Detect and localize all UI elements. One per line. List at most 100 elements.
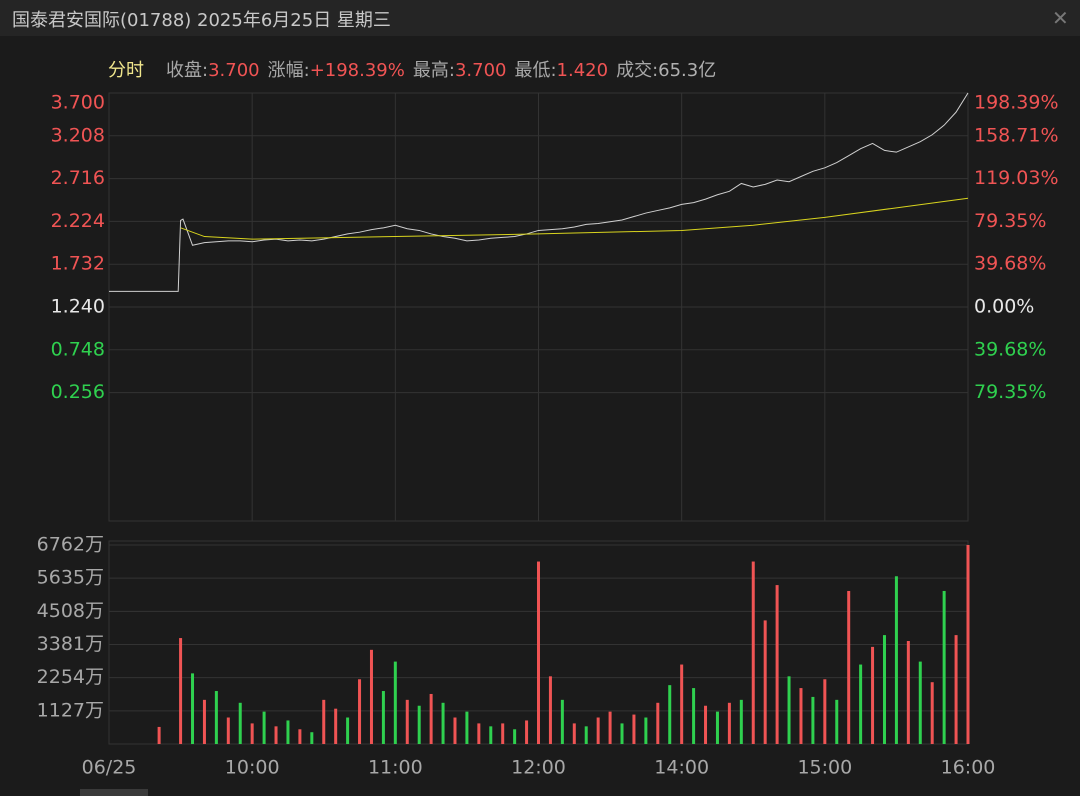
volume-bar [727,702,731,744]
volume-bar [906,640,910,744]
y-tick-label: 0.748 [51,338,105,360]
stat-label: 最低: [514,60,557,81]
volume-bar [417,705,421,744]
stat: 成交:65.3亿 [616,56,716,82]
volume-bar [477,723,481,744]
volume-bar [226,717,230,744]
stat: 最高:3.700 [413,56,507,82]
volume-bar [346,717,350,744]
volume-bar [298,729,302,744]
x-tick-label: 10:00 [225,757,280,779]
x-tick-label: 06/25 [82,757,137,779]
y-tick-label: 3.700 [51,92,105,114]
title-bar: 国泰君安国际(01788) 2025年6月25日 星期三 ✕ [0,0,1080,36]
price-line [109,92,969,292]
volume-bar [381,691,385,744]
x-tick-label: 12:00 [511,757,566,779]
x-tick-label: 16:00 [941,757,996,779]
volume-bar [668,685,672,744]
y2-tick-label: 119.03% [974,167,1059,189]
volume-bar [513,729,517,744]
volume-bar [739,699,743,744]
volume-bar [966,545,970,744]
volume-bar [525,720,529,744]
stat-value: +198.39% [309,60,405,81]
volume-bar [835,699,839,744]
x-tick-label: 15:00 [797,757,852,779]
y-tick-label: 0.256 [51,381,105,403]
volume-bar [393,661,397,744]
volume-bar [286,720,290,744]
x-tick-label: 14:00 [654,757,709,779]
volume-bar [596,717,600,744]
scrollbar[interactable] [80,789,148,796]
volume-bar [811,696,815,744]
volume-bar [262,711,266,744]
volume-bar [799,688,803,744]
volume-bar [572,723,576,744]
volume-bar [656,702,660,744]
volume-bar [608,711,612,744]
volume-bar [787,676,791,744]
y-tick-label: 5635万 [37,567,104,589]
volume-bar [501,723,505,744]
y-tick-label: 1.732 [51,253,105,275]
y2-tick-label: 198.39% [974,92,1059,114]
average-line [180,197,969,240]
close-button[interactable]: ✕ [1052,6,1069,30]
stat: 涨幅:+198.39% [268,56,405,82]
stat-value: 3.700 [208,60,260,81]
volume-bar [584,726,588,744]
y-tick-label: 1.240 [51,296,105,318]
y-tick-label: 3.208 [51,124,105,146]
y2-tick-label: 0.00% [974,296,1034,318]
stats-header: 分时 收盘:3.700 涨幅:+198.39% 最高:3.700 最低:1.420 成交… [108,56,716,82]
y2-tick-label: 39.68% [974,253,1046,275]
volume-bar [548,676,552,744]
volume-bar [358,679,362,744]
volume-bar [369,649,373,744]
stat: 收盘:3.700 [166,56,260,82]
volume-bar [191,673,195,744]
volume-bar [823,679,827,744]
y-tick-label: 2.224 [51,210,105,232]
volume-bar [214,691,218,744]
stat-label: 成交: [616,60,659,81]
volume-bar [334,708,338,744]
y2-tick-label: 79.35% [974,210,1046,232]
volume-bar [157,726,161,744]
volume-bar [871,646,875,744]
volume-bar [894,576,898,744]
mode-tab[interactable]: 分时 [108,60,144,81]
volume-bar [310,732,314,744]
volume-bar [250,723,254,744]
volume-bar [179,638,183,744]
volume-bar [930,682,934,744]
y-tick-label: 2254万 [37,666,104,688]
volume-bar [680,664,684,744]
y-tick-label: 2.716 [51,167,105,189]
stat-label: 最高: [412,60,455,81]
volume-bar [942,590,946,744]
volume-bar [274,726,278,744]
y-tick-label: 3381万 [37,633,104,655]
volume-bar [620,723,624,744]
volume-bar [560,699,564,744]
y-tick-label: 6762万 [37,534,104,556]
volume-bar [238,702,242,744]
volume-bar [882,635,886,744]
y-tick-label: 4508万 [37,600,104,622]
y2-tick-label: 79.35% [974,381,1046,403]
y2-tick-label: 39.68% [974,338,1046,360]
volume-bar [429,693,433,744]
volume-bar [751,561,755,744]
volume-bar [918,661,922,744]
y-tick-label: 1127万 [37,699,104,721]
volume-bar [489,726,493,744]
volume-bar [465,711,469,744]
volume-bar [692,688,696,744]
volume-bar [715,711,719,744]
volume-bar [322,699,326,744]
volume-bar [537,561,540,744]
